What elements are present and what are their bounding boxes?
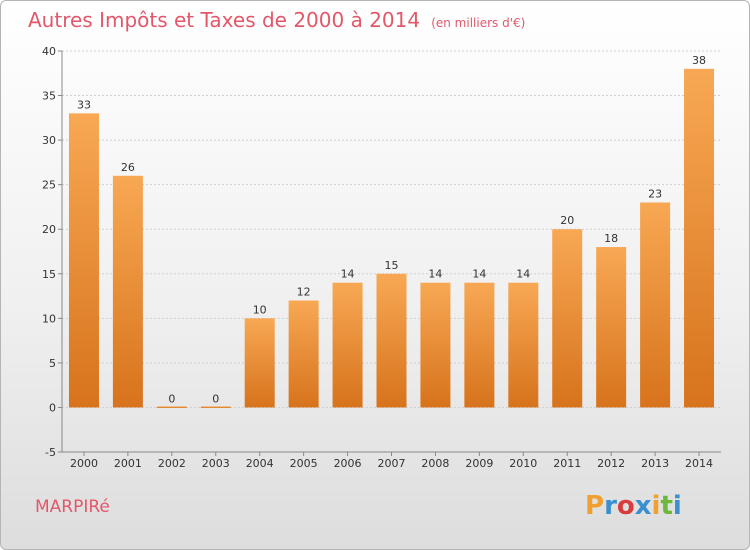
data-label: 20: [560, 214, 574, 227]
y-tick-label: 5: [49, 357, 56, 370]
y-tick-label: 15: [42, 268, 56, 281]
bar: [156, 406, 187, 408]
bar: [332, 282, 363, 408]
data-label: 18: [604, 232, 618, 245]
x-tick-label: 2014: [685, 457, 713, 470]
title-unit: (en milliers d'€): [431, 16, 526, 30]
data-label: 14: [472, 268, 486, 281]
y-tick-label: 35: [42, 90, 56, 103]
logo-letter: x: [634, 491, 652, 521]
y-tick-label: 10: [42, 312, 56, 325]
x-tick-label: 2007: [378, 457, 406, 470]
data-label: 10: [253, 303, 267, 316]
data-label: 0: [212, 392, 219, 405]
x-tick-label: 2000: [70, 457, 98, 470]
x-tick-label: 2013: [641, 457, 669, 470]
title-main: Autres Impôts et Taxes de 2000 à 2014: [28, 8, 421, 32]
x-tick-label: 2012: [597, 457, 625, 470]
data-label: 33: [77, 98, 91, 111]
bar: [288, 300, 319, 408]
data-label: 38: [692, 54, 706, 67]
bar: [376, 273, 407, 408]
x-tick-label: 2006: [334, 457, 362, 470]
x-tick-label: 2003: [202, 457, 230, 470]
x-tick-label: 2005: [290, 457, 318, 470]
logo-letter: t: [660, 491, 673, 521]
bar: [464, 282, 495, 408]
x-tick-label: 2001: [114, 457, 142, 470]
y-tick-label: 40: [42, 45, 56, 58]
data-label: 23: [648, 187, 662, 200]
proxiti-logo[interactable]: Proxiti: [585, 491, 682, 521]
bar: [420, 282, 451, 408]
y-tick-label: 30: [42, 134, 56, 147]
data-label: 14: [516, 268, 530, 281]
data-label: 26: [121, 161, 135, 174]
bar: [68, 113, 99, 408]
commune-name: MARPIRé: [35, 497, 110, 517]
data-label: 0: [168, 392, 175, 405]
x-tick-label: 2010: [509, 457, 537, 470]
logo-letter: i: [672, 491, 682, 521]
chart-title: Autres Impôts et Taxes de 2000 à 2014 (e…: [28, 8, 525, 32]
bar: [640, 202, 671, 408]
y-tick-label: 20: [42, 223, 56, 236]
data-label: 14: [341, 268, 355, 281]
bar: [112, 175, 143, 408]
logo-letter: P: [585, 491, 605, 521]
y-tick-label: -5: [45, 446, 56, 459]
bar: [684, 68, 715, 408]
bar: [552, 229, 583, 408]
logo-letter: i: [651, 491, 661, 521]
bar: [508, 282, 539, 408]
data-label: 14: [428, 268, 442, 281]
bar: [244, 318, 275, 408]
data-label: 15: [385, 259, 399, 272]
x-tick-label: 2008: [421, 457, 449, 470]
y-tick-label: 0: [49, 401, 56, 414]
x-tick-label: 2002: [158, 457, 186, 470]
data-label: 12: [297, 286, 311, 299]
logo-letter: o: [616, 491, 635, 521]
logo-letter: r: [604, 491, 617, 521]
bar: [596, 247, 627, 408]
x-tick-label: 2009: [465, 457, 493, 470]
bar: [200, 406, 231, 408]
x-tick-label: 2004: [246, 457, 274, 470]
y-tick-label: 25: [42, 179, 56, 192]
x-tick-label: 2011: [553, 457, 581, 470]
